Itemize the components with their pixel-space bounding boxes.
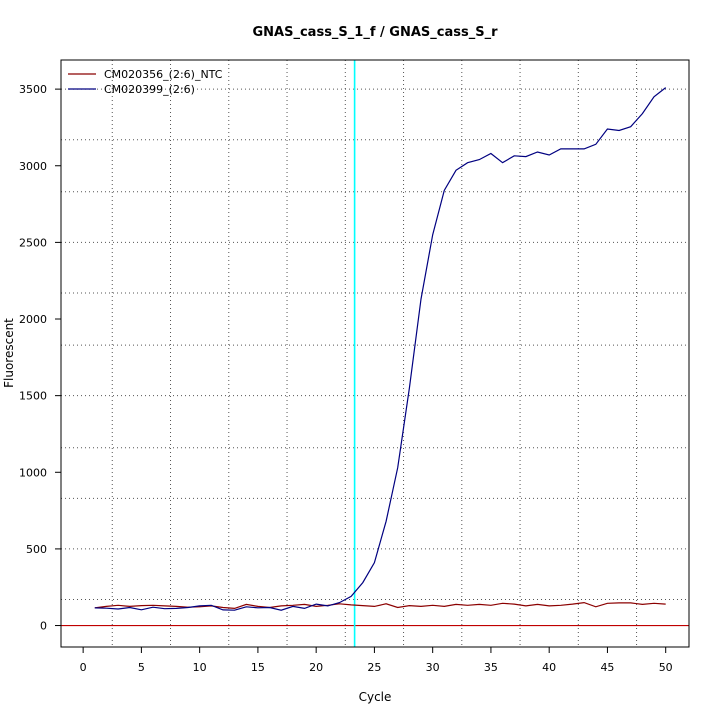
x-tick-label: 30 xyxy=(426,661,440,674)
x-axis: 0 5 10 15 20 25 30 35 40 45 50 xyxy=(80,647,673,674)
y-axis: 0 500 1000 1500 2000 2500 3000 3500 xyxy=(19,83,61,633)
y-axis-label: Fluorescent xyxy=(2,318,16,388)
plot-area-frame xyxy=(60,59,690,648)
legend-label-1: CM020399_(2:6) xyxy=(104,83,195,96)
x-tick-label: 0 xyxy=(80,661,87,674)
x-tick-label: 25 xyxy=(367,661,381,674)
x-axis-label: Cycle xyxy=(359,690,392,704)
x-tick-label: 35 xyxy=(484,661,498,674)
reference-lines xyxy=(61,60,689,647)
x-tick-label: 40 xyxy=(542,661,556,674)
y-tick-label: 2000 xyxy=(19,313,47,326)
series-line-1 xyxy=(94,87,667,611)
chart-title: GNAS_cass_S_1_f / GNAS_cass_S_r xyxy=(253,25,499,40)
x-tick-label: 10 xyxy=(193,661,207,674)
y-tick-label: 3000 xyxy=(19,160,47,173)
legend-label-0: CM020356_(2:6)_NTC xyxy=(104,68,223,81)
x-tick-label: 15 xyxy=(251,661,265,674)
x-tick-label: 5 xyxy=(138,661,145,674)
y-tick-label: 0 xyxy=(40,620,47,633)
y-tick-label: 3500 xyxy=(19,83,47,96)
x-tick-label: 50 xyxy=(659,661,673,674)
x-tick-label: 20 xyxy=(309,661,323,674)
y-tick-label: 1000 xyxy=(19,466,47,479)
y-tick-label: 1500 xyxy=(19,390,47,403)
series-lines xyxy=(94,87,667,611)
grid-lines xyxy=(61,60,689,647)
y-tick-label: 2500 xyxy=(19,236,47,249)
legend: CM020356_(2:6)_NTC CM020399_(2:6) xyxy=(68,68,223,96)
x-tick-label: 45 xyxy=(600,661,614,674)
y-tick-label: 500 xyxy=(26,543,47,556)
